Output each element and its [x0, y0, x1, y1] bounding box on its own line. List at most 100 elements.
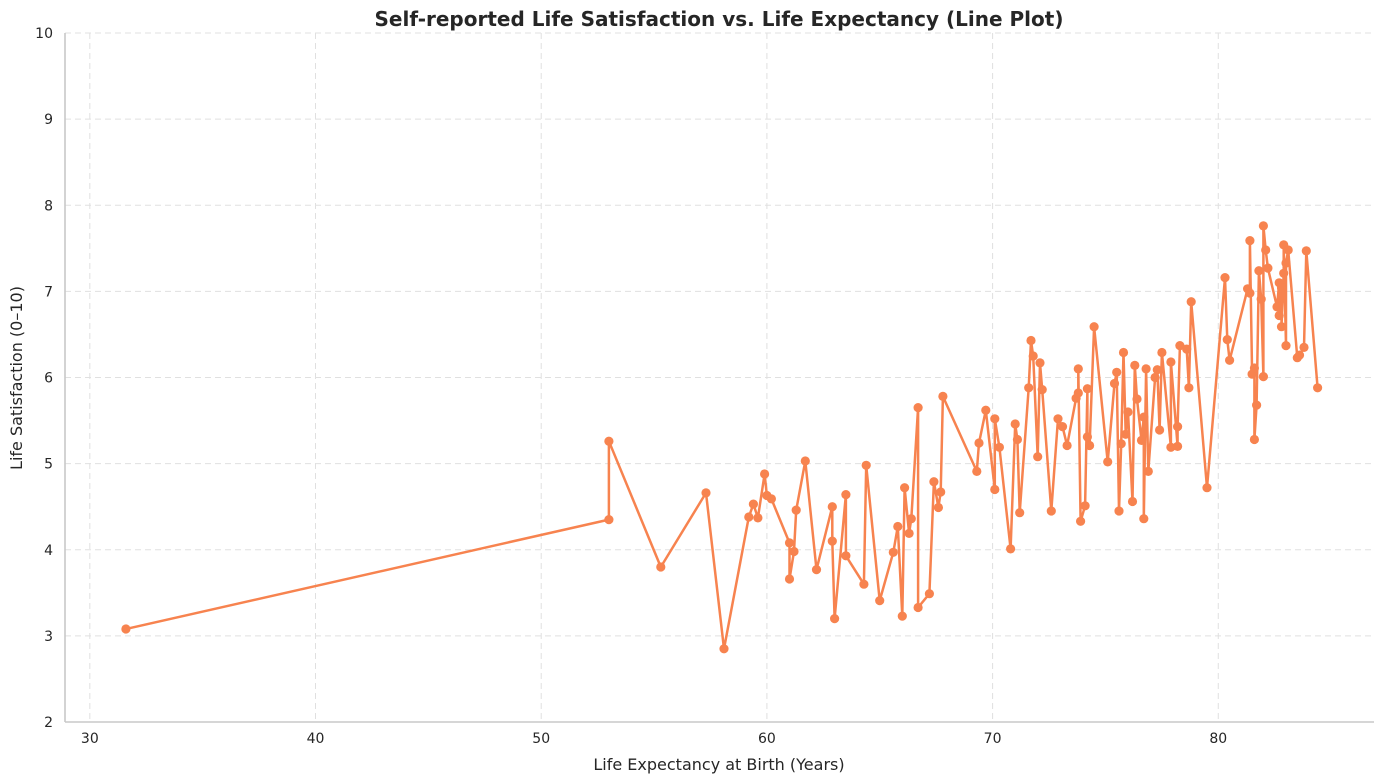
data-point: [1085, 440, 1095, 451]
data-point: [924, 589, 935, 599]
data-point: [766, 494, 777, 504]
data-point: [900, 483, 910, 493]
x-tick-label: 80: [1209, 731, 1227, 747]
data-point: [875, 596, 885, 606]
data-point: [604, 436, 614, 446]
data-point: [1076, 516, 1086, 526]
data-point: [1184, 383, 1194, 393]
data-point: [827, 536, 837, 546]
data-point: [1245, 236, 1255, 246]
data-point: [748, 499, 759, 509]
data-point: [1057, 422, 1068, 432]
data-point: [784, 538, 795, 548]
chart-title: Self-reported Life Satisfaction vs. Life…: [375, 7, 1064, 31]
data-point: [1139, 412, 1149, 422]
x-tick-label: 30: [81, 731, 99, 747]
data-point: [1082, 384, 1092, 394]
x-tick-label: 70: [984, 731, 1002, 747]
data-point: [1294, 350, 1305, 360]
data-point: [1263, 263, 1273, 273]
y-tick-label: 9: [44, 112, 53, 128]
y-axis-ticks: 2 3 4 5 6 7 8 9 10: [35, 26, 53, 731]
y-tick-label: 3: [44, 629, 53, 645]
y-tick-label: 7: [44, 284, 53, 300]
data-point: [1118, 347, 1129, 358]
data-point: [1150, 372, 1160, 383]
data-point: [1301, 246, 1311, 256]
data-point: [974, 438, 984, 448]
data-point: [1028, 351, 1038, 361]
data-point: [1103, 457, 1113, 467]
data-point: [933, 502, 944, 513]
data-point: [1252, 400, 1262, 410]
data-point: [604, 515, 614, 525]
data-point: [1033, 452, 1043, 462]
data-point: [897, 611, 907, 621]
data-point: [929, 477, 939, 487]
data-point: [701, 488, 711, 498]
data-point: [1127, 496, 1138, 507]
x-tick-label: 40: [307, 731, 325, 747]
data-point: [1258, 372, 1268, 382]
data-point: [994, 442, 1005, 452]
data-point: [656, 562, 666, 572]
data-point: [1089, 322, 1099, 332]
y-tick-label: 2: [44, 715, 53, 731]
data-point: [1283, 245, 1293, 255]
data-point: [1182, 344, 1192, 354]
x-tick-label: 60: [758, 731, 776, 747]
data-point: [1024, 383, 1034, 393]
data-point: [938, 391, 948, 401]
data-point: [990, 414, 1000, 424]
data-point: [1139, 514, 1149, 524]
data-point: [811, 565, 822, 575]
data-point: [1035, 358, 1045, 368]
axes-spines: [64, 33, 1374, 723]
data-point: [1261, 245, 1271, 255]
data-point: [859, 579, 869, 589]
data-point: [1222, 335, 1232, 345]
data-point: [1220, 273, 1230, 283]
data-point: [827, 502, 837, 512]
data-point: [1114, 506, 1124, 516]
data-point: [904, 528, 914, 539]
data-point: [1175, 341, 1185, 351]
data-point: [981, 405, 991, 415]
data-point: [1186, 297, 1196, 307]
y-tick-label: 4: [44, 543, 53, 559]
data-point: [830, 614, 840, 624]
data-point: [1157, 347, 1167, 358]
x-tick-label: 50: [532, 731, 550, 747]
data-point: [1112, 367, 1122, 377]
y-axis-label: Life Satisfaction (0–10): [7, 286, 26, 470]
data-point: [888, 547, 898, 557]
series-group: [121, 221, 1323, 654]
data-point: [1080, 501, 1090, 511]
data-point: [1006, 544, 1016, 554]
data-point: [1256, 294, 1266, 304]
data-point: [990, 484, 1000, 495]
data-point: [784, 574, 795, 584]
data-point: [1173, 422, 1183, 432]
data-point: [972, 466, 982, 476]
data-point: [744, 512, 754, 522]
data-point: [1037, 385, 1047, 395]
data-point: [1121, 429, 1131, 439]
data-point: [1073, 364, 1083, 374]
data-point: [1276, 322, 1287, 332]
data-point: [1012, 434, 1023, 445]
data-point: [913, 602, 923, 613]
data-point: [1073, 388, 1083, 398]
data-point: [1281, 258, 1291, 268]
data-point: [1245, 288, 1255, 298]
data-point: [1279, 268, 1289, 278]
data-point: [1116, 439, 1126, 449]
data-point: [1166, 357, 1176, 367]
data-point: [841, 490, 851, 500]
data-point: [1272, 302, 1282, 312]
data-point: [893, 521, 903, 532]
x-axis-label: Life Expectancy at Birth (Years): [593, 755, 844, 774]
data-point: [1026, 335, 1036, 346]
y-tick-label: 8: [44, 198, 53, 214]
data-point: [1274, 310, 1284, 321]
